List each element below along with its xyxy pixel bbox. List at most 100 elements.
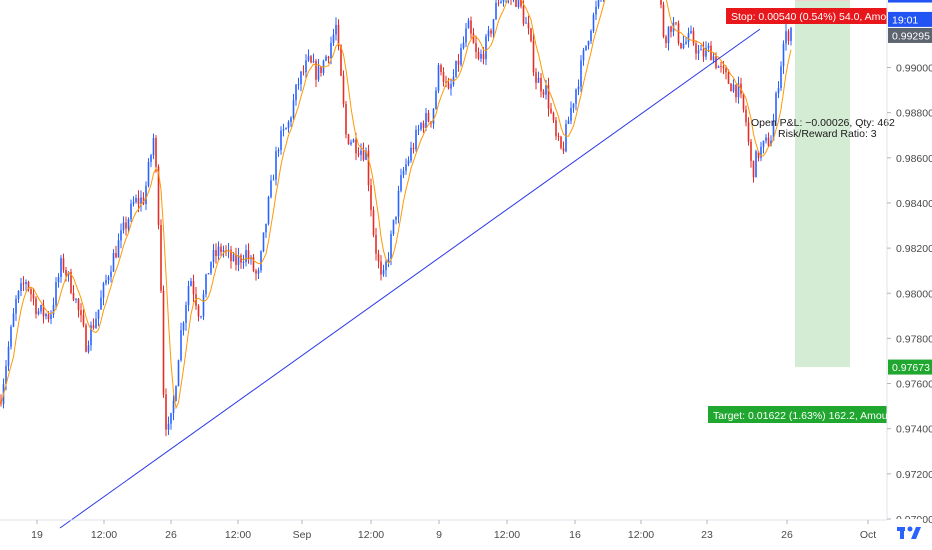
candle-body <box>690 30 692 33</box>
candle-body <box>125 222 127 229</box>
time-axis[interactable]: 19 12:00 26 12:00 Sep 12:00 9 12:00 16 12:00 23 26 O… <box>31 520 876 541</box>
candle-body <box>395 216 397 220</box>
target-zone[interactable] <box>795 0 850 368</box>
candle-body <box>450 84 452 89</box>
candle-body <box>282 129 285 131</box>
candle-body <box>387 258 390 262</box>
candle-body <box>382 270 385 275</box>
candle-body <box>247 250 250 260</box>
candle-body <box>572 103 575 108</box>
candle-body <box>177 360 180 387</box>
candle-body <box>707 45 710 48</box>
candle-body <box>675 22 677 24</box>
candle-body <box>5 365 7 385</box>
x-tick-label: 16 <box>569 529 581 541</box>
candle-body <box>777 88 780 94</box>
tradingview-logo-icon[interactable] <box>895 519 923 545</box>
candle-body <box>270 180 272 198</box>
candle-body <box>592 14 595 32</box>
candle-body <box>215 250 217 257</box>
candle-body <box>437 65 440 91</box>
stop-label-box <box>726 8 887 24</box>
candle-body <box>292 100 295 118</box>
candle-body <box>135 197 137 203</box>
candle-body <box>565 124 567 152</box>
candle-body <box>345 104 347 135</box>
candle-body <box>82 315 85 326</box>
candle-body <box>147 161 150 186</box>
candle-body <box>687 32 690 42</box>
candle-body <box>455 60 457 77</box>
candle-body <box>37 311 40 315</box>
candle-body <box>162 290 165 395</box>
candle-body <box>317 66 320 80</box>
stop-label-text: Stop: 0.00540 (0.54%) 54.0, Amou <box>731 11 892 23</box>
candle-body <box>10 326 12 347</box>
candle-body <box>240 255 242 263</box>
candle-body <box>427 113 430 122</box>
candle-body <box>575 89 577 104</box>
candle-body <box>580 60 582 87</box>
candle-body <box>495 2 497 20</box>
pnl-label[interactable]: Open P&L: −0.00026, Qty: 462 Risk/Reward… <box>747 115 895 140</box>
candle-body <box>22 283 25 285</box>
x-tick-label: 12:00 <box>628 529 654 541</box>
candle-body <box>207 273 210 275</box>
candle-body <box>700 49 702 51</box>
candle-body <box>327 56 330 59</box>
x-tick-label: 9 <box>436 529 442 541</box>
stop-zone[interactable] <box>795 0 850 1</box>
candle-body <box>695 43 697 54</box>
candle-body <box>722 66 725 69</box>
candle-body <box>702 49 705 57</box>
target-label[interactable]: Target: 0.01622 (1.63%) 162.2, Amour <box>708 406 892 423</box>
candle-body <box>480 53 482 59</box>
candle-body <box>167 423 170 430</box>
price-tag-label: 0.97673 <box>892 362 930 374</box>
target-label-text: Target: 0.01622 (1.63%) 162.2, Amour <box>713 410 892 422</box>
y-tick-label: 0.98600 <box>896 153 932 165</box>
x-tick-label: 12:00 <box>358 529 384 541</box>
candle-body <box>540 77 542 92</box>
price-axis[interactable]: 0.996000.994000.990000.988000.986000.984… <box>887 0 932 526</box>
candle-body <box>417 129 420 131</box>
trendline[interactable] <box>59 28 761 529</box>
candle-body <box>682 43 685 49</box>
candle-body <box>400 175 402 191</box>
candle-body <box>197 305 200 317</box>
candle-body <box>550 108 552 113</box>
candle-body <box>560 136 562 149</box>
candle-body <box>587 41 590 46</box>
candle-body <box>127 219 130 229</box>
moving-average-line <box>0 0 792 410</box>
candle-body <box>110 271 112 277</box>
stop-label[interactable]: Stop: 0.00540 (0.54%) 54.0, Amou <box>726 8 892 24</box>
candle-body <box>275 151 277 180</box>
candle-body <box>265 223 267 233</box>
candle-body <box>277 150 280 152</box>
candle-body <box>107 276 110 281</box>
candle-body <box>557 136 560 137</box>
candle-body <box>782 43 785 67</box>
candle-body <box>237 255 240 265</box>
candle-body <box>320 66 322 73</box>
x-tick-label: 19 <box>31 529 43 541</box>
candle-body <box>365 150 367 160</box>
pnl-label-text: Open P&L: −0.00026, Qty: 462 <box>751 117 895 129</box>
y-tick-label: 0.97400 <box>896 424 932 436</box>
candle-body <box>397 190 400 217</box>
candle-body <box>772 121 775 141</box>
candle-body <box>757 151 760 158</box>
candle-body <box>202 294 205 317</box>
candle-body <box>242 262 245 263</box>
position-zones <box>795 0 850 368</box>
candle-body <box>570 107 572 121</box>
candle-body <box>715 56 717 68</box>
candle-body <box>50 314 52 320</box>
candle-body <box>502 0 505 2</box>
candle-body <box>65 270 67 276</box>
candle-body <box>375 234 377 254</box>
candle-body <box>310 56 312 63</box>
candle-body <box>535 72 537 83</box>
